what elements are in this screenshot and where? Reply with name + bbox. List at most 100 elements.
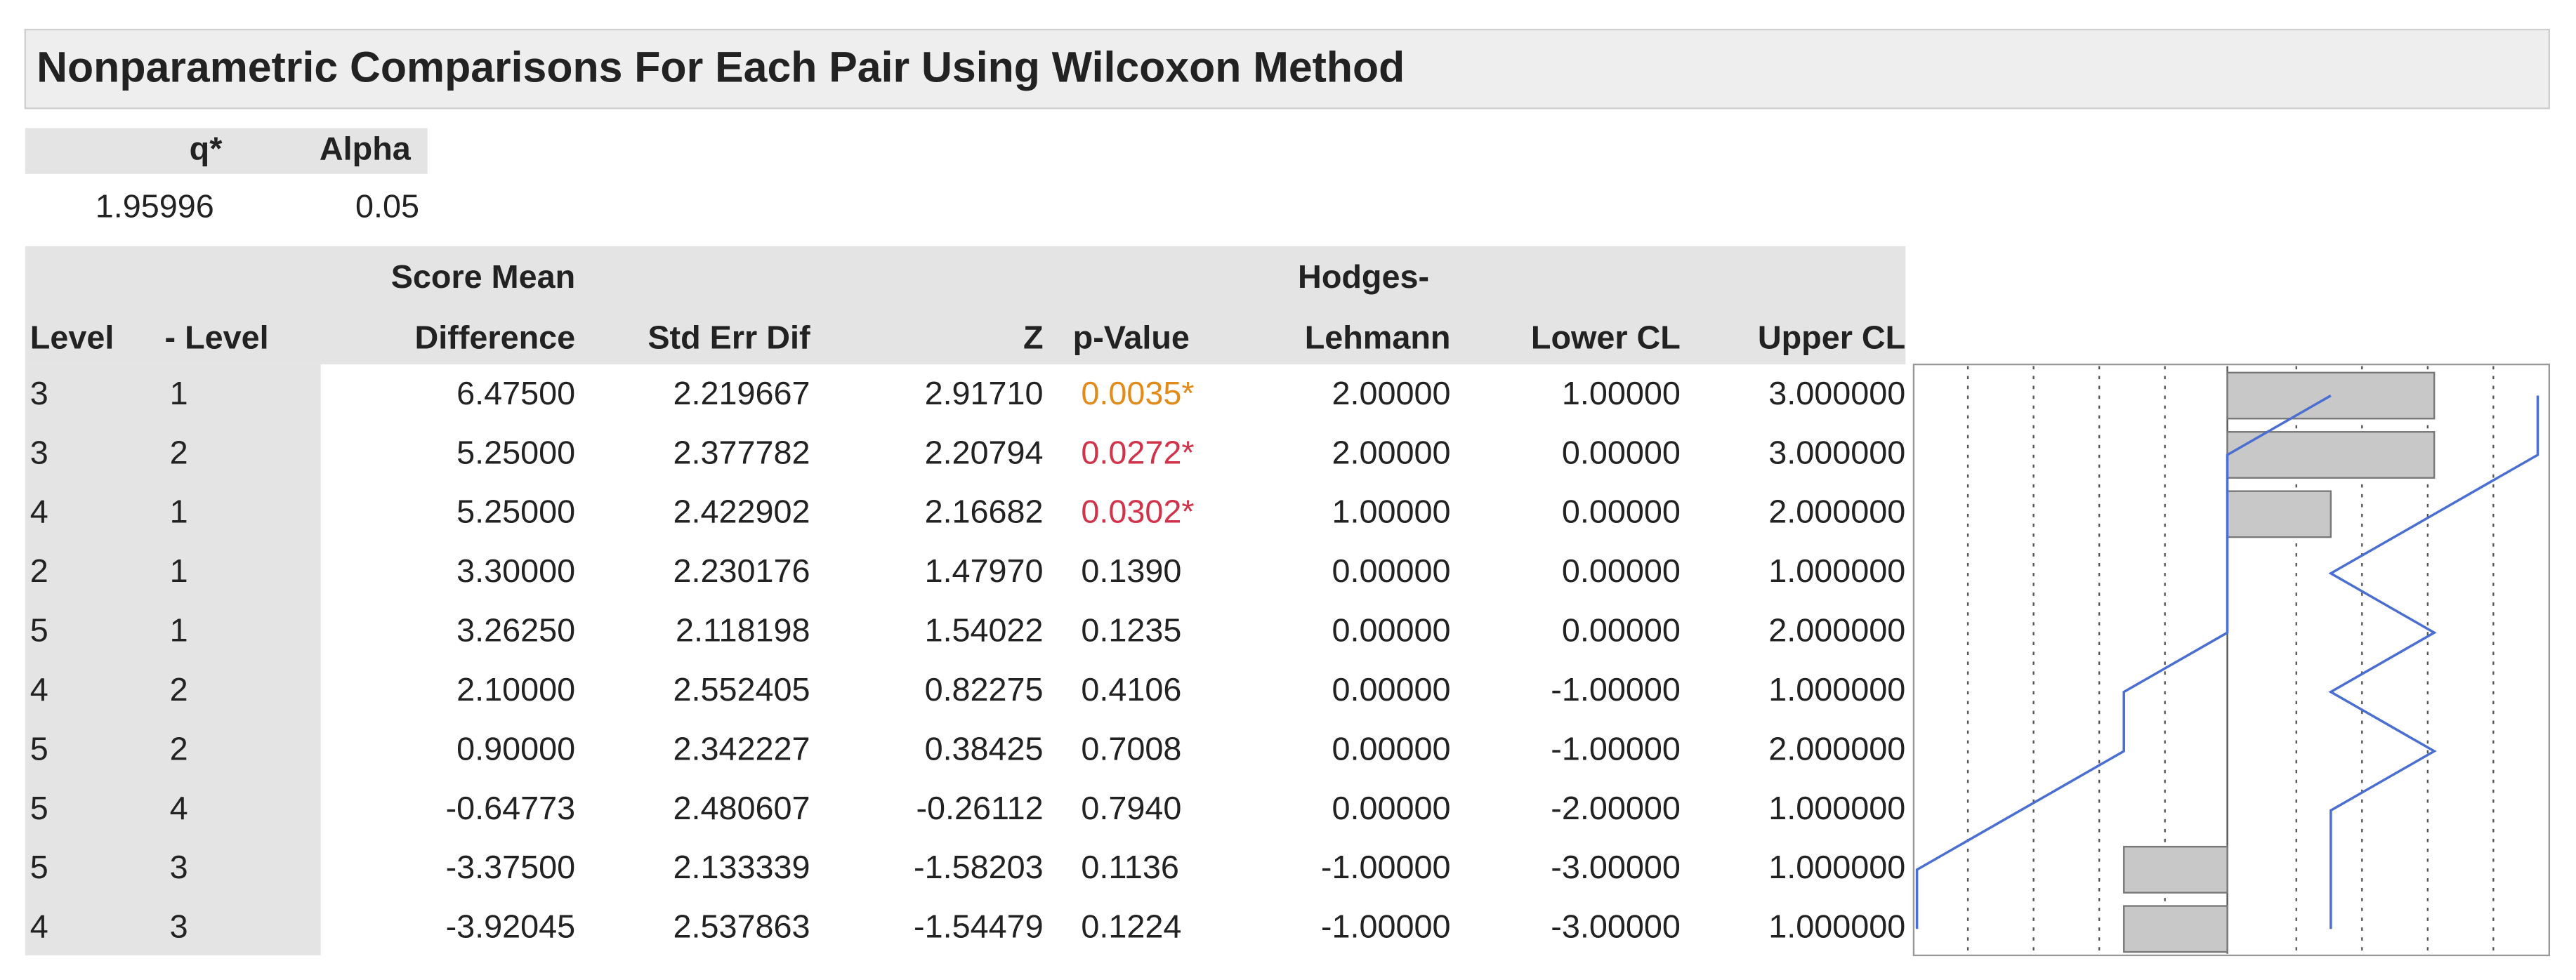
- param-value: 1.95996: [96, 187, 214, 224]
- cell: 0.00000: [1332, 790, 1450, 826]
- param-header: Alpha: [320, 130, 412, 166]
- cell: 1.000000: [1768, 849, 1905, 885]
- cell: 0.7940: [1081, 790, 1181, 826]
- cell: -1.00000: [1551, 671, 1681, 708]
- cell: 5.25000: [456, 434, 575, 470]
- cell: 2.00000: [1332, 434, 1450, 470]
- cell: -3.00000: [1551, 849, 1681, 885]
- upper-cl-line: [2328, 395, 2539, 929]
- cell: 1: [170, 552, 188, 589]
- cell: 0.90000: [456, 730, 575, 767]
- cell: 3: [30, 375, 48, 411]
- estimate-bar: [2226, 431, 2436, 479]
- cell: -1.54479: [914, 908, 1044, 945]
- cell: 2.000000: [1768, 612, 1905, 649]
- cell: 3.000000: [1768, 375, 1905, 411]
- column-header: Z: [1023, 319, 1044, 355]
- cell: 0.82275: [925, 671, 1044, 708]
- cell: 3.26250: [456, 612, 575, 649]
- column-header: Lehmann: [1305, 319, 1451, 355]
- cell: 6.47500: [456, 375, 575, 411]
- cell: 2: [170, 730, 188, 767]
- cell: 0.00000: [1562, 552, 1681, 589]
- cell: 1.47970: [925, 552, 1044, 589]
- cell: 2: [30, 552, 48, 589]
- column-header: - Level: [165, 319, 269, 355]
- cell: 2.133339: [673, 849, 810, 885]
- cell: -1.00000: [1551, 730, 1681, 767]
- cell: 4: [170, 790, 188, 826]
- cell: 0.00000: [1332, 671, 1450, 708]
- cell: -1.00000: [1321, 908, 1451, 945]
- estimate-bar: [2226, 490, 2332, 538]
- cell: -3.37500: [446, 849, 576, 885]
- cell: -3.00000: [1551, 908, 1681, 945]
- cell: 5: [30, 849, 48, 885]
- cell: -0.64773: [446, 790, 576, 826]
- cell: 0.00000: [1332, 730, 1450, 767]
- column-header: Level: [30, 319, 114, 355]
- param-header: q*: [190, 130, 223, 166]
- cell: 1.000000: [1768, 552, 1905, 589]
- cell: -3.92045: [446, 908, 576, 945]
- column-header: Lower CL: [1531, 319, 1681, 355]
- cell: 2: [170, 671, 188, 708]
- cell: -1.00000: [1321, 849, 1451, 885]
- cell: 2.342227: [673, 730, 810, 767]
- cell: 2.480607: [673, 790, 810, 826]
- cell: 2: [170, 434, 188, 470]
- cell: 0.00000: [1562, 494, 1681, 530]
- cell: -0.26112: [916, 790, 1043, 826]
- column-header: Difference: [415, 319, 576, 355]
- cell: 4: [30, 494, 48, 530]
- table-header-bg: [25, 246, 1906, 365]
- column-header: Score Mean: [391, 258, 575, 295]
- cell: -2.00000: [1551, 790, 1681, 826]
- column-header: Upper CL: [1758, 319, 1905, 355]
- cell: 2.537863: [673, 908, 810, 945]
- cell: 0.1390: [1081, 552, 1181, 589]
- lower-cl-line: [1915, 395, 2332, 929]
- cell: 0.00000: [1332, 612, 1450, 649]
- cell: 5: [30, 790, 48, 826]
- title-bar: [24, 28, 2551, 110]
- column-header: Std Err Dif: [648, 319, 810, 355]
- cell: 3.30000: [456, 552, 575, 589]
- level-columns-bg: [25, 364, 321, 955]
- cell: 3: [170, 849, 188, 885]
- cell: 2.000000: [1768, 494, 1905, 530]
- cell: 0.1136: [1081, 849, 1179, 885]
- cell: 0.00000: [1332, 552, 1450, 589]
- cell: 0.0035*: [1081, 375, 1194, 411]
- cell: 0.0302*: [1081, 494, 1194, 530]
- estimate-bar: [2123, 905, 2228, 953]
- cell: 5: [30, 730, 48, 767]
- cell: 0.38425: [925, 730, 1044, 767]
- cell: 1.00000: [1562, 375, 1681, 411]
- cell: 2.16682: [925, 494, 1044, 530]
- cell: 5.25000: [456, 494, 575, 530]
- cell: 0.0272*: [1081, 434, 1194, 470]
- cell: 2.10000: [456, 671, 575, 708]
- cell: 1: [170, 375, 188, 411]
- cell: 2.219667: [673, 375, 810, 411]
- cell: 2.20794: [925, 434, 1044, 470]
- cell: 4: [30, 908, 48, 945]
- cell: 1.000000: [1768, 908, 1905, 945]
- params-header-bg: [25, 128, 428, 174]
- column-header: p-Value: [1073, 319, 1190, 355]
- cell: 2.91710: [925, 375, 1044, 411]
- cell: 3: [170, 908, 188, 945]
- cell: 0.1235: [1081, 612, 1181, 649]
- cell: -1.58203: [914, 849, 1044, 885]
- cell: 0.00000: [1562, 612, 1681, 649]
- cell: 1.00000: [1332, 494, 1450, 530]
- cell: 1: [170, 494, 188, 530]
- cell: 0.00000: [1562, 434, 1681, 470]
- cell: 1.54022: [925, 612, 1044, 649]
- cell: 2.00000: [1332, 375, 1450, 411]
- cell: 0.7008: [1081, 730, 1181, 767]
- cell: 2.422902: [673, 494, 810, 530]
